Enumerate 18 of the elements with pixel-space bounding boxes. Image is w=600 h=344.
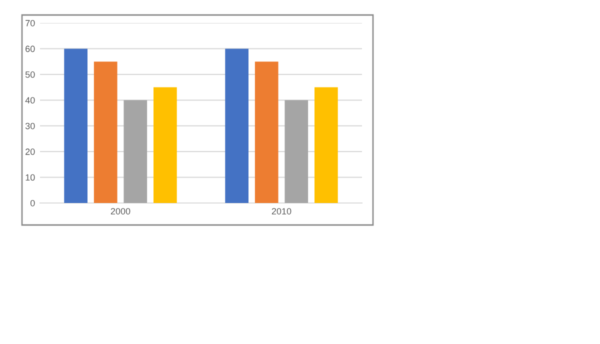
y-tick-label: 20 [26, 148, 35, 155]
y-tick-label: 0 [30, 200, 35, 206]
y-tick-label: 40 [25, 97, 35, 104]
y-tick-label: 70 [26, 20, 35, 26]
bar [154, 87, 177, 203]
x-tick-label: 2010 [272, 208, 292, 214]
x-tick-label: 2000 [110, 208, 130, 214]
bar [124, 100, 148, 203]
y-tick-label: 10 [26, 174, 35, 181]
y-tick-label: 30 [25, 122, 35, 130]
bar [94, 62, 118, 203]
y-tick-label: 50 [25, 71, 35, 78]
bar [314, 87, 338, 203]
bar [284, 100, 308, 203]
bar [254, 62, 278, 203]
y-tick-label: 60 [26, 46, 35, 52]
bar [64, 48, 88, 203]
bar [225, 48, 248, 203]
